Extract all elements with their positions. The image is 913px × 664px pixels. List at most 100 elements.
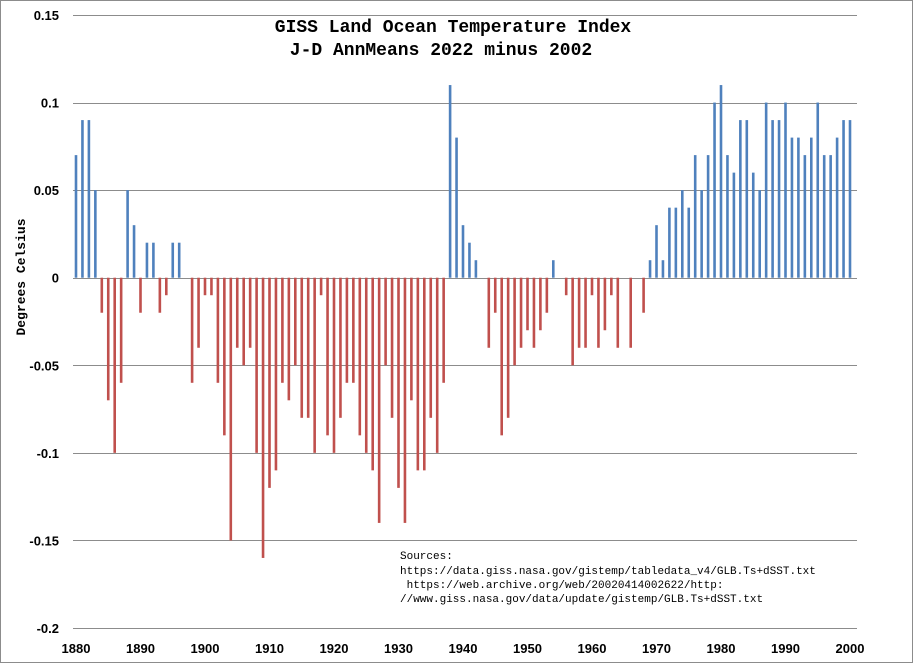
bar bbox=[829, 155, 832, 278]
bar bbox=[435, 277, 439, 453]
bar bbox=[410, 277, 413, 401]
bar bbox=[229, 277, 233, 541]
bar bbox=[294, 277, 297, 366]
y-tick-label: -0.15 bbox=[29, 533, 59, 548]
bar bbox=[242, 277, 245, 366]
bar bbox=[281, 277, 284, 383]
bar bbox=[390, 277, 394, 418]
y-tick-label: -0.05 bbox=[29, 358, 59, 373]
bar bbox=[268, 277, 271, 488]
bar bbox=[777, 120, 781, 278]
bar bbox=[571, 277, 574, 366]
bar bbox=[797, 137, 800, 278]
x-tick-label: 1930 bbox=[384, 641, 413, 656]
bar bbox=[152, 242, 155, 278]
bar bbox=[532, 277, 536, 348]
bar bbox=[719, 85, 723, 278]
bar bbox=[597, 277, 600, 348]
bar bbox=[306, 277, 310, 418]
bar bbox=[377, 277, 381, 523]
bar bbox=[197, 277, 200, 348]
bar bbox=[739, 120, 742, 278]
bar bbox=[403, 277, 407, 523]
bar bbox=[564, 277, 568, 296]
bar bbox=[261, 277, 265, 558]
bar bbox=[248, 277, 252, 348]
bar bbox=[687, 207, 691, 278]
y-axis-ticks: 0.15 0.1 0.05 0 -0.05 -0.1 -0.15 -0.2 bbox=[29, 8, 59, 636]
bar bbox=[397, 277, 400, 488]
x-tick-label: 1970 bbox=[642, 641, 671, 656]
bar bbox=[81, 120, 84, 278]
bar bbox=[371, 277, 374, 471]
x-tick-label: 1950 bbox=[513, 641, 542, 656]
bar bbox=[274, 277, 278, 471]
bar bbox=[429, 277, 433, 418]
bar bbox=[590, 277, 594, 296]
bar bbox=[842, 120, 845, 278]
x-tick-label: 1990 bbox=[771, 641, 800, 656]
bar bbox=[126, 190, 129, 278]
sources-heading: Sources: bbox=[400, 551, 453, 563]
bar bbox=[519, 277, 523, 348]
bar bbox=[610, 277, 613, 296]
bar bbox=[713, 102, 716, 278]
sources-annotation: Sources: https://data.giss.nasa.gov/gist… bbox=[400, 551, 816, 606]
bar bbox=[745, 120, 749, 278]
bar bbox=[119, 277, 123, 383]
bar bbox=[190, 277, 194, 383]
bar bbox=[384, 277, 387, 366]
bar bbox=[784, 102, 787, 278]
bar bbox=[822, 155, 826, 278]
bar bbox=[506, 277, 510, 418]
bar bbox=[100, 277, 104, 313]
bar bbox=[513, 277, 516, 366]
y-tick-label: 0.1 bbox=[41, 96, 59, 111]
x-tick-label: 1880 bbox=[62, 641, 91, 656]
bar bbox=[364, 277, 368, 453]
y-tick-label: -0.1 bbox=[37, 446, 59, 461]
bar bbox=[584, 277, 587, 348]
bar bbox=[577, 277, 581, 348]
bar-series bbox=[74, 85, 852, 558]
bar bbox=[106, 277, 110, 401]
bar bbox=[442, 277, 445, 383]
bar bbox=[326, 277, 329, 436]
bar bbox=[455, 137, 458, 278]
bar bbox=[655, 225, 658, 278]
bar bbox=[706, 155, 710, 278]
bar bbox=[332, 277, 336, 453]
bar bbox=[493, 277, 497, 313]
x-tick-label: 1980 bbox=[707, 641, 736, 656]
bar bbox=[165, 277, 168, 296]
y-tick-label: -0.2 bbox=[37, 621, 59, 636]
bar bbox=[487, 277, 491, 348]
bar bbox=[835, 137, 839, 278]
bar bbox=[203, 277, 207, 296]
bar bbox=[345, 277, 349, 383]
bar bbox=[629, 277, 632, 348]
bar bbox=[448, 85, 452, 278]
sources-line: https://web.archive.org/web/200204140026… bbox=[400, 580, 723, 592]
gridlines bbox=[73, 15, 857, 629]
bar bbox=[726, 155, 729, 278]
y-tick-label: 0.05 bbox=[34, 183, 59, 198]
bar bbox=[668, 207, 671, 278]
bar bbox=[790, 137, 794, 278]
bar bbox=[255, 277, 258, 453]
bar bbox=[681, 190, 684, 278]
x-tick-label: 1890 bbox=[126, 641, 155, 656]
bar bbox=[339, 277, 342, 418]
bar bbox=[758, 190, 761, 278]
bar bbox=[313, 277, 316, 453]
bar bbox=[616, 277, 620, 348]
bar bbox=[552, 260, 555, 278]
bar bbox=[500, 277, 503, 436]
bar bbox=[287, 277, 291, 401]
bar bbox=[771, 120, 774, 278]
bar bbox=[545, 277, 549, 313]
bar bbox=[848, 120, 852, 278]
bar bbox=[132, 225, 136, 278]
